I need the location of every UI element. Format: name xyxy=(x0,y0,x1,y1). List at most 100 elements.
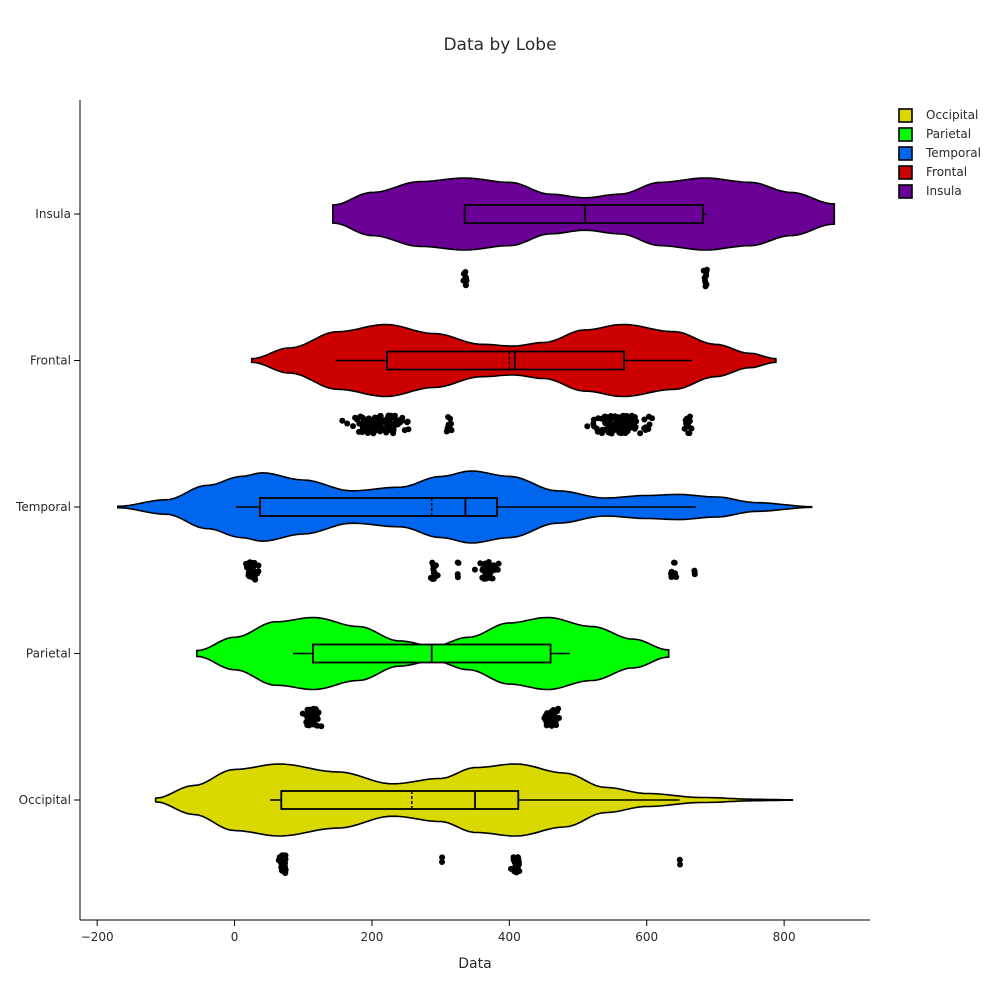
data-point-frontal xyxy=(612,426,619,433)
data-point-frontal xyxy=(372,414,378,421)
data-point-frontal xyxy=(618,427,625,434)
data-point-frontal xyxy=(377,415,384,422)
data-point-frontal xyxy=(600,414,607,421)
data-point-frontal xyxy=(356,428,362,435)
data-point-insula xyxy=(463,277,470,284)
points-frontal xyxy=(339,412,695,437)
data-point-frontal xyxy=(359,414,366,421)
data-point-frontal xyxy=(641,425,648,432)
data-point-frontal xyxy=(602,420,609,427)
data-point-occipital xyxy=(439,854,446,861)
data-point-occipital xyxy=(276,854,283,861)
chart-title: Data by Lobe xyxy=(443,35,556,55)
data-point-frontal xyxy=(397,419,404,426)
legend-swatch-temporal xyxy=(898,146,913,161)
data-point-temporal xyxy=(251,562,258,569)
legend-label-parietal: Parietal xyxy=(926,127,971,141)
y-axis: Occipital Parietal Temporal Frontal Insula xyxy=(15,100,81,920)
data-point-frontal xyxy=(366,423,373,430)
data-point-frontal xyxy=(584,423,591,430)
data-point-frontal xyxy=(645,413,652,420)
data-point-occipital xyxy=(278,864,285,871)
data-point-frontal xyxy=(593,425,600,432)
data-point-occipital xyxy=(439,859,445,865)
data-point-temporal xyxy=(471,566,478,573)
data-point-temporal xyxy=(484,566,491,573)
data-point-temporal xyxy=(484,572,491,578)
data-point-frontal xyxy=(354,416,360,423)
y-tick-label-temporal: Temporal xyxy=(15,500,71,514)
data-point-frontal xyxy=(608,415,615,422)
series-insula xyxy=(332,177,836,290)
points-occipital xyxy=(275,852,683,876)
data-point-frontal xyxy=(362,419,369,426)
x-axis: −200 0 200 400 600 800 xyxy=(80,919,870,944)
x-tick-label: 400 xyxy=(498,930,521,944)
legend[interactable]: Occipital Parietal Temporal Frontal Insula xyxy=(898,108,981,199)
series-temporal xyxy=(117,470,813,583)
series-parietal xyxy=(196,616,670,730)
data-point-parietal xyxy=(547,716,554,723)
data-point-insula xyxy=(702,279,709,286)
data-point-temporal xyxy=(691,569,698,576)
legend-label-frontal: Frontal xyxy=(926,165,967,179)
data-point-parietal xyxy=(305,709,312,716)
legend-swatch-frontal xyxy=(898,165,913,180)
x-tick-label: −200 xyxy=(81,930,114,944)
data-point-frontal xyxy=(590,416,597,423)
series-occipital xyxy=(154,763,794,876)
data-point-frontal xyxy=(405,426,412,433)
x-tick-label: 800 xyxy=(773,930,796,944)
box-frontal xyxy=(386,350,625,371)
legend-swatch-insula xyxy=(898,184,913,199)
data-point-temporal xyxy=(490,566,497,573)
data-point-occipital xyxy=(514,866,521,873)
legend-swatch-occipital xyxy=(898,108,913,123)
data-point-frontal xyxy=(392,412,398,419)
data-point-temporal xyxy=(477,560,484,567)
points-insula xyxy=(460,266,710,290)
data-point-frontal xyxy=(619,419,626,426)
data-point-frontal xyxy=(630,422,637,429)
x-tick-label: 0 xyxy=(231,930,239,944)
data-point-frontal xyxy=(447,426,454,433)
data-point-temporal xyxy=(454,559,461,566)
legend-item-insula[interactable]: Insula xyxy=(898,184,962,199)
data-point-parietal xyxy=(310,705,317,712)
data-point-insula xyxy=(462,282,469,289)
data-point-frontal xyxy=(344,420,351,427)
data-point-temporal xyxy=(489,575,496,582)
data-point-insula xyxy=(703,269,710,276)
box-temporal xyxy=(259,497,498,517)
legend-item-occipital[interactable]: Occipital xyxy=(898,108,978,123)
data-point-parietal xyxy=(309,721,316,728)
data-point-temporal xyxy=(245,565,252,572)
legend-item-frontal[interactable]: Frontal xyxy=(898,165,967,180)
x-tick-label: 200 xyxy=(361,930,384,944)
data-point-parietal xyxy=(547,710,554,717)
plot-area xyxy=(117,177,836,876)
data-point-occipital xyxy=(282,866,289,873)
data-point-temporal xyxy=(668,570,674,577)
data-point-frontal xyxy=(599,426,606,433)
box-occipital xyxy=(280,790,520,810)
data-point-temporal xyxy=(432,570,439,577)
legend-label-temporal: Temporal xyxy=(925,146,981,160)
legend-item-parietal[interactable]: Parietal xyxy=(898,127,971,142)
data-point-frontal xyxy=(384,427,391,434)
data-point-occipital xyxy=(677,861,683,868)
data-point-parietal xyxy=(311,716,318,723)
data-point-frontal xyxy=(404,418,411,425)
data-point-frontal xyxy=(448,420,454,427)
box-insula xyxy=(463,204,704,224)
data-point-frontal xyxy=(382,417,388,424)
data-point-temporal xyxy=(430,566,437,573)
data-point-temporal xyxy=(671,559,678,566)
y-tick-label-occipital: Occipital xyxy=(19,793,71,807)
series-frontal xyxy=(250,323,777,437)
legend-item-temporal[interactable]: Temporal xyxy=(898,146,981,161)
data-point-frontal xyxy=(684,419,691,426)
data-point-frontal xyxy=(350,423,356,430)
data-point-frontal xyxy=(364,430,371,436)
